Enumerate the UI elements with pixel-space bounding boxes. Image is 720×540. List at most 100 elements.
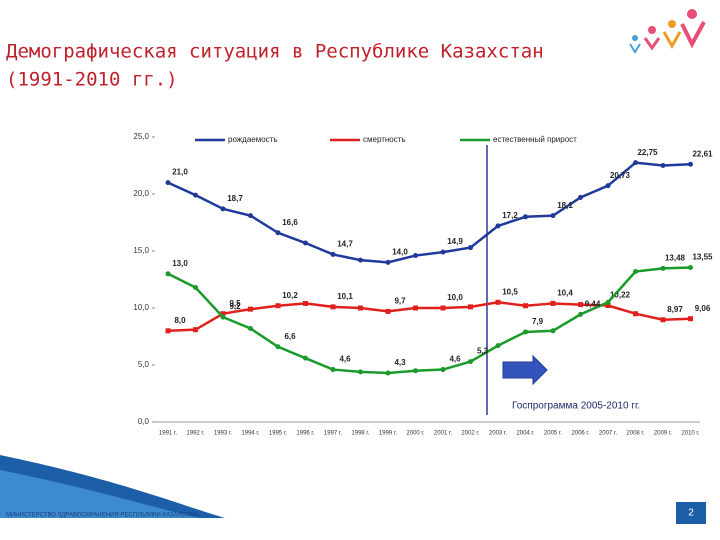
value-label: 10,0 — [447, 293, 463, 302]
x-tick-label: 1995 г. — [269, 431, 287, 437]
point — [413, 305, 418, 311]
x-tick-label: 2000 г. — [406, 431, 424, 437]
point — [578, 194, 583, 200]
value-label: 9,44 — [585, 299, 601, 308]
point — [385, 259, 391, 265]
point — [688, 161, 693, 167]
page-number-box — [676, 502, 706, 524]
point — [523, 329, 528, 335]
point — [495, 299, 501, 305]
point — [275, 303, 281, 309]
point — [633, 269, 638, 275]
value-label: 22,61 — [692, 149, 713, 158]
value-label: 14,9 — [447, 237, 463, 246]
point — [495, 223, 501, 229]
point — [358, 305, 363, 311]
point — [330, 367, 336, 373]
value-label: 13,55 — [692, 253, 713, 262]
point — [633, 311, 638, 317]
value-label: 4,6 — [339, 355, 351, 364]
value-label: 10,1 — [337, 292, 353, 301]
x-tick-label: 2007 г. — [599, 431, 617, 437]
point — [688, 316, 693, 322]
x-tick-label: 2009 г. — [654, 431, 672, 437]
value-label: 17,2 — [502, 211, 518, 220]
value-label: 5,3 — [477, 347, 489, 356]
value-label: 20,73 — [610, 171, 631, 180]
point — [688, 265, 693, 271]
point — [440, 367, 446, 373]
point — [550, 213, 556, 219]
point — [468, 245, 473, 251]
value-label: 9,5 — [229, 299, 241, 308]
value-label: 22,75 — [637, 148, 658, 157]
series-line — [167, 161, 691, 264]
value-label: 8,97 — [667, 305, 683, 314]
page-number: 2 — [688, 508, 694, 519]
point — [303, 240, 308, 246]
point — [303, 355, 308, 361]
point — [578, 302, 583, 308]
point — [660, 317, 666, 323]
x-tick-label: 1993 г. — [214, 431, 232, 437]
value-label: 10,5 — [502, 287, 518, 296]
point — [275, 230, 281, 236]
legend-label: естественный прирост — [493, 135, 577, 144]
point — [248, 326, 253, 332]
logo — [629, 9, 706, 54]
point — [440, 305, 446, 311]
x-tick-label: 2001 г. — [434, 431, 452, 437]
point — [440, 249, 446, 255]
point — [248, 213, 253, 219]
legend-label: рождаемость — [228, 135, 278, 144]
y-tick-label: 15,0 — [133, 246, 149, 255]
footer: МИНИСТЕРСТВО ЗДРАВООХРАНЕНИЯ РЕСПУБЛИКИ … — [6, 513, 197, 519]
chart-title: Демографическая ситуация в Республике Ка… — [6, 41, 544, 63]
point — [385, 370, 391, 376]
point — [605, 183, 611, 189]
y-tick-label: 5,0 — [138, 360, 150, 369]
x-tick-label: 2002 г. — [461, 431, 479, 437]
point — [193, 327, 198, 333]
value-label: 8,0 — [174, 316, 186, 325]
chart-subtitle: (1991-2010 гг.) — [6, 69, 178, 91]
value-label: 13,0 — [172, 259, 188, 268]
point — [633, 160, 638, 166]
value-label: 16,6 — [282, 218, 298, 227]
point — [413, 368, 418, 374]
x-tick-label: 2006 г. — [571, 431, 589, 437]
point — [413, 253, 418, 259]
x-tick-label: 2004 г. — [516, 431, 534, 437]
arrow — [502, 354, 548, 386]
series-line — [167, 266, 691, 375]
value-label: 13,48 — [665, 253, 686, 262]
point — [220, 311, 226, 317]
x-tick-label: 1994 г. — [241, 431, 259, 437]
value-label: 18,7 — [227, 194, 243, 203]
point — [220, 206, 226, 212]
point — [550, 300, 556, 306]
y-tick-label: 0,0 — [138, 417, 150, 426]
value-label: 10,2 — [282, 291, 298, 300]
value-label: 14,7 — [337, 240, 353, 249]
point — [358, 257, 363, 263]
x-tick-label: 1991 г. — [159, 431, 177, 437]
point — [468, 304, 473, 310]
value-label: 10,22 — [610, 291, 631, 300]
value-label: 4,6 — [449, 355, 461, 364]
x-tick-label: 2003 г. — [489, 431, 507, 437]
value-label: 9,06 — [695, 304, 711, 313]
point — [165, 328, 171, 334]
value-label: 9,7 — [394, 297, 406, 306]
value-label: 4,3 — [394, 358, 406, 367]
point — [468, 359, 473, 365]
point — [523, 214, 528, 220]
value-label: 6,6 — [284, 332, 296, 341]
point — [303, 300, 308, 306]
y-tick-label: 20,0 — [133, 189, 149, 198]
legend-label: смертность — [363, 135, 406, 144]
point — [193, 192, 198, 198]
value-label: 9,2 — [229, 302, 241, 311]
y-tick-label: 25,0 — [133, 132, 149, 141]
